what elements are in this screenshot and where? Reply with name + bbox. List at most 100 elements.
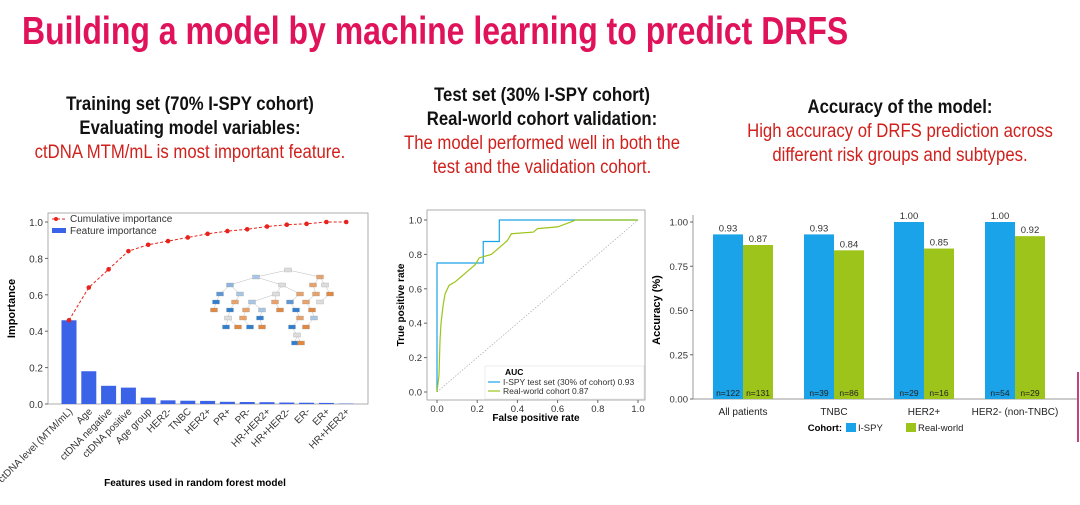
x-tick-label: 0.0 (430, 404, 443, 415)
tree-node (293, 332, 301, 338)
x-tick-label: PR+ (212, 406, 234, 428)
y-tick-label: 0.2 (409, 353, 422, 364)
feature-importance-bar (120, 387, 136, 404)
x-tick-label: All patients (719, 407, 768, 418)
caption-heading: Evaluating model variables: (79, 118, 301, 139)
tree-node (226, 282, 234, 288)
tree-edge (255, 269, 289, 278)
ispy-bar (894, 222, 924, 399)
x-tick-label: ctDNA level (MTM/mL) (0, 406, 75, 485)
legend-label: Feature importance (70, 226, 157, 237)
tree-node (296, 315, 304, 321)
x-tick-label: ER- (293, 406, 313, 426)
feature-importance-bar (140, 397, 156, 404)
feature-importance-bar (160, 400, 176, 404)
tree-node (321, 282, 329, 288)
tree-node (226, 307, 234, 313)
legend-box (484, 365, 645, 400)
tree-edge (229, 276, 257, 286)
tree-node (297, 340, 305, 346)
bar-value-label: 0.84 (840, 239, 859, 250)
test-set-caption: Test set (30% I-SPY cohort) Real-world c… (357, 84, 727, 180)
accuracy-chart: 0.00 0.25 0.50 0.75 1.00 Accuracy (%) All pati… (651, 211, 1078, 434)
tree-node (278, 282, 286, 288)
cumulative-point (165, 238, 171, 244)
feature-importance-bar (81, 371, 97, 404)
tree-node (296, 291, 304, 297)
cumulative-point (106, 267, 111, 272)
x-axis-label: False positive rate (492, 413, 580, 424)
cumulative-point (264, 224, 270, 229)
tree-node (286, 299, 294, 305)
tree-node (316, 299, 324, 305)
legend-bar-swatch (52, 228, 66, 233)
tree-node (308, 307, 316, 313)
tree-node (276, 307, 284, 313)
tree-node (224, 315, 232, 321)
legend-title: Cohort: (808, 423, 842, 434)
accuracy-caption: Accuracy of the model: High accuracy of … (715, 96, 1080, 168)
cumulative-point (205, 231, 210, 237)
x-tick-label: TNBC (820, 407, 847, 418)
y-tick-label: 0.4 (409, 319, 422, 330)
legend-label: I-SPY test set (30% of cohort) 0.93 (503, 377, 634, 387)
x-tick-label: 0.8 (591, 404, 604, 415)
realworld-roc-curve (436, 219, 638, 393)
feature-importance-bar (259, 402, 275, 404)
bar-value-label: 0.92 (1021, 225, 1040, 236)
tree-node (312, 291, 320, 297)
y-axis-label: True positive rate (396, 263, 407, 346)
tree-node (216, 291, 224, 297)
bar-value-label: 1.00 (900, 211, 919, 222)
feature-importance-bar (299, 402, 315, 404)
tree-node (316, 274, 324, 280)
legend-label: Cumulative importance (70, 214, 173, 225)
x-tick-label: 0.4 (511, 404, 524, 415)
caption-highlight: test and the validation cohort. (432, 157, 652, 178)
bar-value-label: 1.00 (991, 211, 1010, 222)
tree-node (258, 307, 266, 313)
tree-node (248, 299, 256, 305)
cumulative-point (145, 242, 151, 248)
legend-point-swatch (54, 217, 58, 221)
sample-size-label: n=29 (1020, 388, 1039, 398)
cumulative-point (244, 226, 250, 232)
tree-node (326, 291, 334, 297)
cumulative-point (185, 235, 191, 240)
tree-node (288, 324, 296, 330)
bar-value-label: 0.93 (810, 223, 829, 234)
realworld-bar (924, 248, 954, 399)
bar-value-label: 0.87 (749, 234, 768, 245)
y-axis-label: Importance (6, 279, 18, 338)
feature-importance-bar (219, 401, 235, 404)
ispy-roc-curve (436, 219, 638, 392)
y-tick-label: 0.8 (409, 250, 422, 261)
legend-swatch-ispy (846, 423, 856, 432)
tree-node (234, 324, 242, 330)
tree-node (302, 299, 310, 305)
legend-label: Real-world cohort 0.87 (503, 386, 589, 396)
caption-heading: Real-world cohort validation: (426, 109, 658, 130)
feature-importance-bar (180, 400, 196, 404)
ispy-bar (985, 222, 1015, 399)
tree-edge (287, 269, 321, 278)
caption-highlight: different risk groups and subtypes. (772, 145, 1028, 166)
slide-title: Building a model by machine learning to … (22, 10, 849, 53)
sample-size-label: n=131 (746, 388, 770, 398)
y-tick-label: 1.0 (409, 216, 422, 227)
x-tick-label: 1.0 (631, 404, 644, 415)
cumulative-point (66, 317, 72, 323)
y-tick-label: 0.6 (409, 284, 422, 295)
legend-label: I-SPY (858, 423, 883, 434)
legend-title: AUC (505, 367, 523, 377)
cumulative-point (126, 248, 131, 254)
feature-importance-bar (200, 400, 216, 404)
tree-node (292, 307, 300, 313)
y-tick-label: 0.0 (29, 400, 43, 411)
y-tick-label: 0.6 (29, 291, 43, 302)
sample-size-label: n=122 (716, 388, 740, 398)
legend-swatch-realworld (906, 423, 916, 432)
caption-highlight: The model performed well in both the (403, 133, 681, 154)
ispy-bar (804, 234, 834, 399)
